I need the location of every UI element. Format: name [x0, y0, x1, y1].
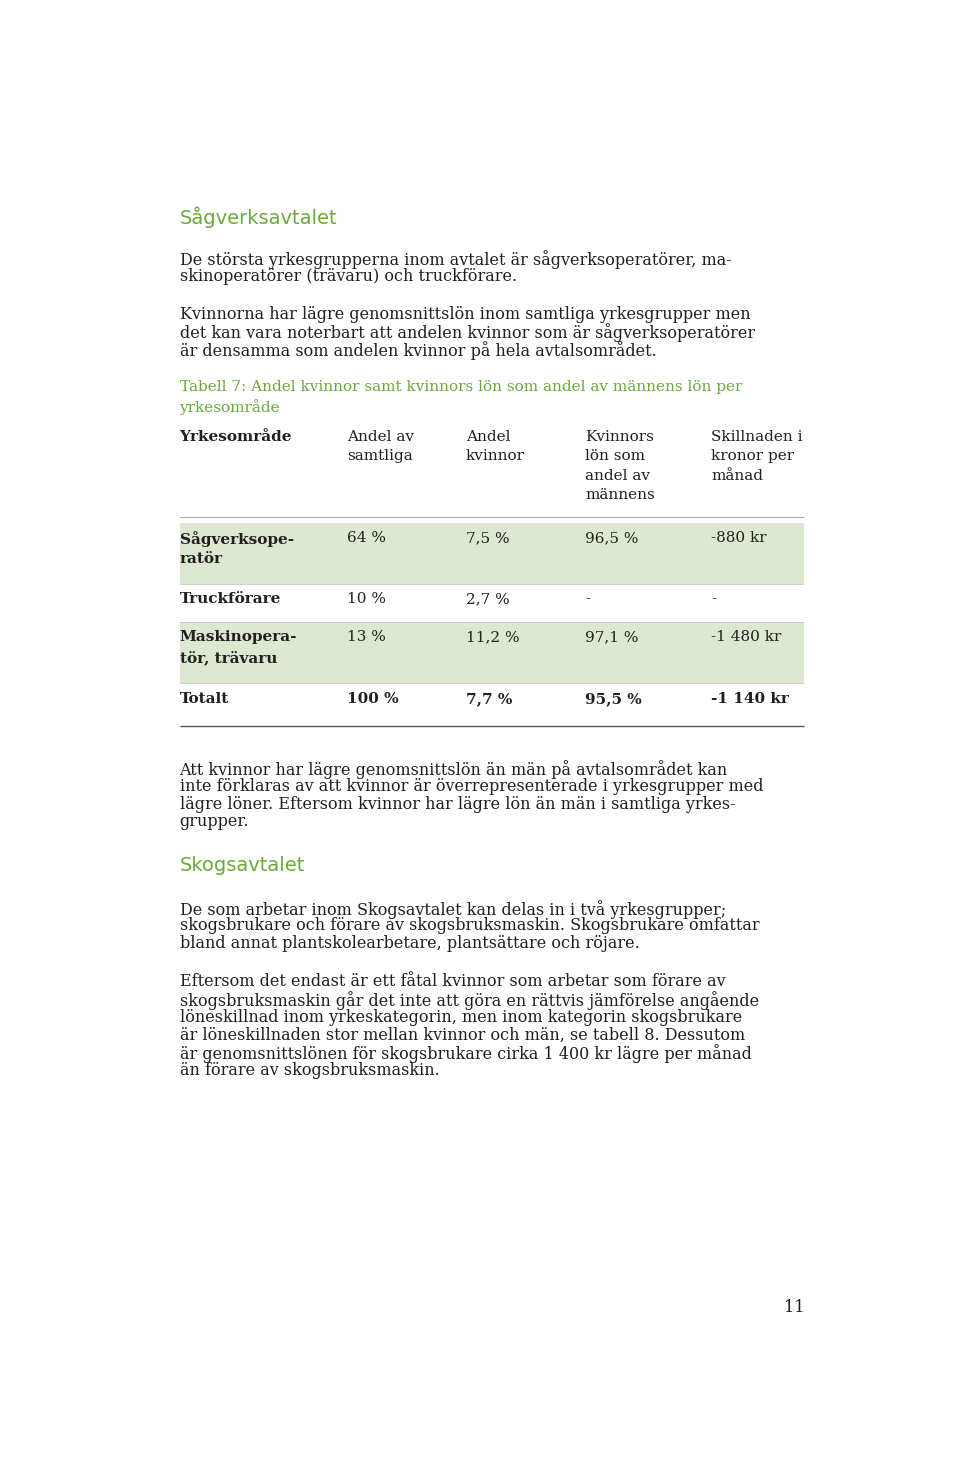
Text: inte förklaras av att kvinnor är överrepresenterade i yrkesgrupper med: inte förklaras av att kvinnor är överrep… — [180, 779, 763, 795]
Text: 11: 11 — [784, 1299, 804, 1317]
Text: grupper.: grupper. — [180, 814, 249, 830]
Text: Totalt: Totalt — [180, 691, 228, 706]
Text: Eftersom det endast är ett fåtal kvinnor som arbetar som förare av: Eftersom det endast är ett fåtal kvinnor… — [180, 973, 725, 991]
Text: 100 %: 100 % — [347, 691, 398, 706]
Text: än förare av skogsbruksmaskin.: än förare av skogsbruksmaskin. — [180, 1062, 440, 1078]
Text: skogsbrukare och förare av skogsbruksmaskin. Skogsbrukare omfattar: skogsbrukare och förare av skogsbruksmas… — [180, 918, 759, 934]
Bar — [180, 523, 804, 584]
Text: -: - — [711, 592, 716, 607]
Text: -: - — [585, 592, 590, 607]
Text: Yrkesområde: Yrkesområde — [180, 430, 292, 443]
Text: Andel av: Andel av — [347, 430, 414, 443]
Text: Andel: Andel — [466, 430, 511, 443]
Text: tör, trävaru: tör, trävaru — [180, 651, 276, 666]
Text: det kan vara noterbart att andelen kvinnor som är sågverksoperatörer: det kan vara noterbart att andelen kvinn… — [180, 323, 755, 343]
Text: männens: männens — [585, 488, 655, 501]
Text: yrkesområde: yrkesområde — [180, 399, 280, 415]
Text: skogsbruksmaskin går det inte att göra en rättvis jämförelse angående: skogsbruksmaskin går det inte att göra e… — [180, 991, 758, 1010]
Text: 10 %: 10 % — [347, 592, 386, 607]
Bar — [180, 623, 804, 682]
Text: 95,5 %: 95,5 % — [585, 691, 641, 706]
Text: lön som: lön som — [585, 449, 645, 463]
Text: Tabell 7: Andel kvinnor samt kvinnors lön som andel av männens lön per: Tabell 7: Andel kvinnor samt kvinnors lö… — [180, 380, 742, 393]
Text: är löneskillnaden stor mellan kvinnor och män, se tabell 8. Dessutom: är löneskillnaden stor mellan kvinnor oc… — [180, 1026, 745, 1044]
Text: Maskinopera-: Maskinopera- — [180, 630, 297, 644]
Text: -880 kr: -880 kr — [711, 531, 767, 546]
Text: ratör: ratör — [180, 552, 223, 567]
Text: andel av: andel av — [585, 469, 650, 482]
Text: lägre löner. Eftersom kvinnor har lägre lön än män i samtliga yrkes-: lägre löner. Eftersom kvinnor har lägre … — [180, 796, 735, 813]
Text: 11,2 %: 11,2 % — [466, 630, 519, 644]
Text: 7,7 %: 7,7 % — [466, 691, 513, 706]
Text: Att kvinnor har lägre genomsnittslön än män på avtalsområdet kan: Att kvinnor har lägre genomsnittslön än … — [180, 761, 728, 779]
Text: -1 140 kr: -1 140 kr — [711, 691, 789, 706]
Text: kvinnor: kvinnor — [466, 449, 525, 463]
Text: Sågverksope-: Sågverksope- — [180, 531, 294, 547]
Text: månad: månad — [711, 469, 763, 482]
Text: De största yrkesgrupperna inom avtalet är sågverksoperatörer, ma-: De största yrkesgrupperna inom avtalet ä… — [180, 251, 732, 268]
Text: De som arbetar inom Skogsavtalet kan delas in i två yrkesgrupper;: De som arbetar inom Skogsavtalet kan del… — [180, 900, 726, 918]
Text: Skogsavtalet: Skogsavtalet — [180, 856, 305, 875]
Text: Sågverksavtalet: Sågverksavtalet — [180, 206, 337, 228]
Text: 64 %: 64 % — [347, 531, 386, 546]
Text: 2,7 %: 2,7 % — [466, 592, 510, 607]
Text: samtliga: samtliga — [347, 449, 413, 463]
Text: är genomsnittslönen för skogsbrukare cirka 1 400 kr lägre per månad: är genomsnittslönen för skogsbrukare cir… — [180, 1044, 752, 1063]
Text: bland annat plantskolearbetare, plantsättare och röjare.: bland annat plantskolearbetare, plantsät… — [180, 936, 639, 952]
Text: 97,1 %: 97,1 % — [585, 630, 638, 644]
Text: skinoperatörer (trävaru) och truckförare.: skinoperatörer (trävaru) och truckförare… — [180, 267, 516, 285]
Text: 7,5 %: 7,5 % — [466, 531, 510, 546]
Text: löneskillnad inom yrkeskategorin, men inom kategorin skogsbrukare: löneskillnad inom yrkeskategorin, men in… — [180, 1008, 742, 1026]
Text: 96,5 %: 96,5 % — [585, 531, 638, 546]
Text: Kvinnorna har lägre genomsnittslön inom samtliga yrkesgrupper men: Kvinnorna har lägre genomsnittslön inom … — [180, 305, 750, 323]
Text: Skillnaden i: Skillnaden i — [711, 430, 803, 443]
Text: 13 %: 13 % — [347, 630, 386, 644]
Text: är densamma som andelen kvinnor på hela avtalsområdet.: är densamma som andelen kvinnor på hela … — [180, 341, 657, 360]
Text: Kvinnors: Kvinnors — [585, 430, 654, 443]
Text: Truckförare: Truckförare — [180, 592, 281, 607]
Text: kronor per: kronor per — [711, 449, 795, 463]
Text: -1 480 kr: -1 480 kr — [711, 630, 781, 644]
